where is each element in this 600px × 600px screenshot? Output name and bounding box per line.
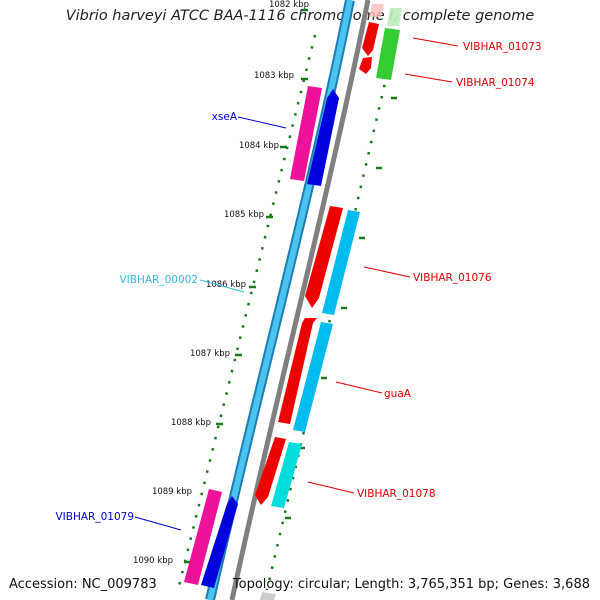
gene-feature-guaa-cyan [293, 322, 333, 432]
leader-xsea [237, 116, 287, 129]
gene-feature-bottom-faded [260, 592, 276, 600]
guide-right [265, 39, 397, 591]
tick-label-1086: 1086 kbp [206, 280, 246, 290]
gene-label-guaa: guaA [384, 388, 412, 400]
tick-label-1087: 1087 kbp [190, 349, 230, 359]
gene-label-vibhar-01074: VIBHAR_01074 [456, 77, 535, 89]
tick-label-1082: 1082 kbp [269, 0, 309, 10]
gene-label-vibhar-01076: VIBHAR_01076 [413, 272, 492, 284]
tick-label-1083: 1083 kbp [254, 71, 294, 81]
gray-backbone [229, 0, 371, 600]
leader-vibhar-00002 [199, 279, 245, 293]
tick-label-1088: 1088 kbp [171, 418, 211, 428]
gene-feature-vibhar-01079-blue [201, 496, 238, 588]
tick-label-1090: 1090 kbp [133, 556, 173, 566]
gene-label-vibhar-01073: VIBHAR_01073 [463, 41, 542, 53]
gene-feature-xsea-blue [307, 89, 339, 186]
gene-label-vibhar-01078: VIBHAR_01078 [357, 488, 436, 500]
gene-feature-vibhar-01079-pink [184, 489, 222, 585]
gene-feature-guaa-red [278, 318, 317, 424]
tick-label-1085: 1085 kbp [224, 210, 264, 220]
gene-feature-xsea-pink [290, 86, 322, 181]
gene-feature-vibhar-01076-cyan [322, 210, 360, 315]
map-title: Vibrio harveyi ATCC BAA-1116 chromosome … [65, 8, 535, 24]
tick-labels: 1082 kbp 1083 kbp 1084 kbp 1085 kbp 1086… [133, 0, 309, 566]
gene-labels: VIBHAR_01073 VIBHAR_01074 xseA VIBHAR_01… [55, 41, 541, 523]
leader-vibhar-01076 [363, 266, 411, 278]
guide-left [176, 34, 317, 591]
accession-label: Accession: NC_009783 [9, 577, 157, 592]
tick-label-1089: 1089 kbp [152, 487, 192, 497]
gene-feature-vibhar-01073 [362, 22, 379, 56]
topology-label: Topology: circular; Length: 3,765,351 bp… [232, 577, 590, 592]
gene-feature-vibhar-01078-cyan [271, 442, 302, 508]
tick-label-1084: 1084 kbp [239, 141, 279, 151]
gene-features [184, 4, 402, 600]
gene-feature-vibhar-01078-red [255, 437, 286, 505]
leader-vibhar-01079 [134, 516, 182, 531]
gene-label-vibhar-01079: VIBHAR_01079 [55, 511, 134, 523]
gene-feature-top-faded-green [387, 8, 402, 26]
gene-feature-vibhar-01076-red [305, 206, 343, 308]
leader-guaa [335, 381, 383, 394]
leader-vibhar-01073 [412, 37, 459, 47]
gene-label-vibhar-00002: VIBHAR_00002 [119, 274, 198, 286]
gene-label-xsea: xseA [212, 111, 238, 123]
gene-feature-vibhar-01073-b [359, 57, 372, 74]
gene-feature-top-faded-pink [369, 4, 384, 17]
leader-lines [134, 37, 459, 531]
gene-feature-vibhar-01074 [376, 28, 400, 80]
leader-vibhar-01074 [404, 73, 453, 83]
leader-vibhar-01078 [307, 481, 355, 494]
dotted-guides [176, 34, 397, 591]
